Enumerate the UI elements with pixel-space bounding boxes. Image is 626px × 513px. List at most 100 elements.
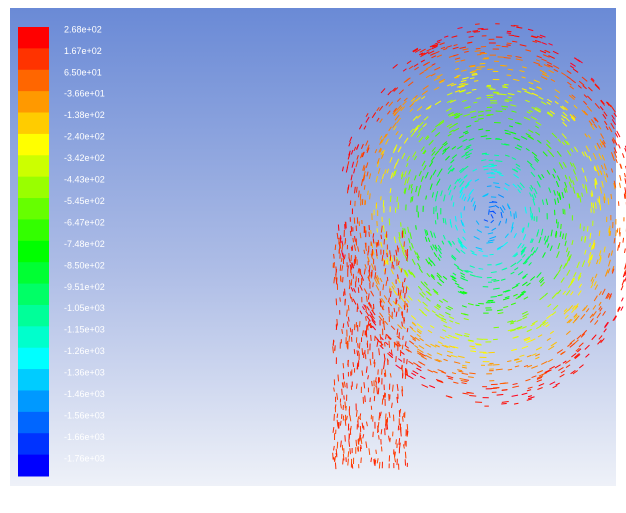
velocity-vector — [467, 32, 471, 33]
velocity-vector — [491, 296, 497, 297]
velocity-vector — [360, 269, 361, 275]
legend-label: -8.50e+02 — [64, 260, 105, 270]
velocity-vector — [348, 305, 349, 311]
velocity-vector — [340, 265, 341, 271]
velocity-vector — [341, 276, 342, 282]
velocity-vector — [348, 459, 349, 466]
velocity-vector — [369, 275, 370, 280]
velocity-vector — [396, 439, 397, 444]
velocity-vector — [343, 454, 344, 460]
velocity-vector — [371, 230, 372, 234]
velocity-vector — [497, 395, 504, 396]
velocity-vector — [403, 286, 404, 293]
velocity-vector — [558, 222, 559, 228]
velocity-vector — [353, 238, 354, 242]
velocity-vector — [378, 240, 379, 246]
velocity-vector — [464, 206, 465, 210]
legend-swatch — [18, 326, 49, 348]
velocity-vector — [412, 196, 413, 201]
velocity-vector — [407, 359, 408, 364]
velocity-vector — [343, 323, 344, 328]
legend-label: -1.36e+03 — [64, 368, 105, 378]
velocity-vector — [368, 251, 369, 256]
velocity-vector — [343, 363, 344, 368]
velocity-vector — [370, 193, 371, 199]
velocity-vector — [340, 421, 341, 426]
velocity-vector — [402, 389, 403, 396]
legend-swatch — [18, 113, 49, 135]
velocity-vector — [350, 328, 351, 333]
velocity-vector — [405, 341, 406, 346]
velocity-vector — [474, 81, 478, 82]
velocity-vector — [406, 250, 407, 256]
legend-label: -1.66e+03 — [64, 432, 105, 442]
velocity-vector — [350, 448, 351, 454]
velocity-vector — [496, 369, 503, 370]
velocity-vector — [338, 375, 339, 382]
velocity-vector — [493, 364, 500, 365]
legend-label: -7.48e+02 — [64, 239, 105, 249]
velocity-vector — [400, 409, 401, 413]
velocity-vector — [493, 183, 499, 184]
legend-swatch — [18, 177, 49, 199]
velocity-vector — [403, 336, 404, 340]
legend-label: -1.15e+03 — [64, 325, 105, 335]
velocity-vector — [384, 392, 385, 397]
velocity-vector — [402, 345, 403, 350]
velocity-vector — [358, 343, 359, 348]
velocity-vector — [356, 440, 357, 447]
velocity-vector — [389, 218, 390, 225]
velocity-vector — [502, 109, 506, 110]
velocity-vector — [358, 287, 359, 293]
velocity-vector — [379, 435, 380, 439]
velocity-vector — [472, 31, 478, 32]
velocity-vector — [394, 255, 395, 262]
velocity-vector — [360, 416, 361, 420]
velocity-vector — [383, 284, 384, 290]
velocity-vector — [405, 452, 406, 459]
velocity-vector — [397, 197, 398, 202]
legend-swatch — [18, 284, 49, 306]
velocity-vector — [501, 94, 507, 95]
velocity-vector — [382, 399, 383, 405]
velocity-vector — [569, 204, 570, 209]
velocity-vector — [416, 225, 417, 229]
legend-swatch — [18, 70, 49, 92]
velocity-vector — [374, 459, 375, 464]
velocity-vector — [472, 348, 476, 349]
legend-swatch — [18, 48, 49, 70]
velocity-vector — [390, 255, 391, 261]
velocity-vector — [365, 395, 366, 402]
velocity-vector — [504, 84, 509, 85]
velocity-vector — [384, 342, 385, 346]
velocity-vector — [391, 350, 392, 355]
velocity-vector — [372, 381, 373, 386]
velocity-vector — [507, 33, 511, 34]
velocity-vector — [469, 393, 474, 394]
legend-swatch — [18, 27, 49, 49]
velocity-vector — [379, 462, 380, 469]
legend-swatch — [18, 390, 49, 412]
velocity-vector — [351, 426, 352, 431]
velocity-vector — [368, 191, 369, 195]
velocity-vector — [343, 458, 344, 464]
velocity-vector — [507, 75, 512, 76]
velocity-vector — [507, 31, 512, 32]
velocity-vector — [345, 289, 346, 296]
legend-swatch — [18, 134, 49, 156]
velocity-vector — [502, 389, 508, 390]
legend-label: -1.38e+02 — [64, 110, 105, 120]
velocity-vector — [469, 396, 476, 397]
legend-label: -9.51e+02 — [64, 282, 105, 292]
velocity-vector — [599, 231, 600, 237]
velocity-vector — [390, 250, 391, 254]
velocity-vector — [505, 101, 509, 102]
velocity-vector — [354, 349, 355, 354]
legend-label: -1.56e+03 — [64, 410, 105, 420]
velocity-vector — [591, 202, 592, 207]
legend-label: -2.40e+02 — [64, 132, 105, 142]
velocity-vector — [494, 327, 499, 328]
velocity-vector — [366, 331, 367, 337]
velocity-vector — [500, 65, 507, 66]
velocity-vector — [491, 280, 496, 281]
